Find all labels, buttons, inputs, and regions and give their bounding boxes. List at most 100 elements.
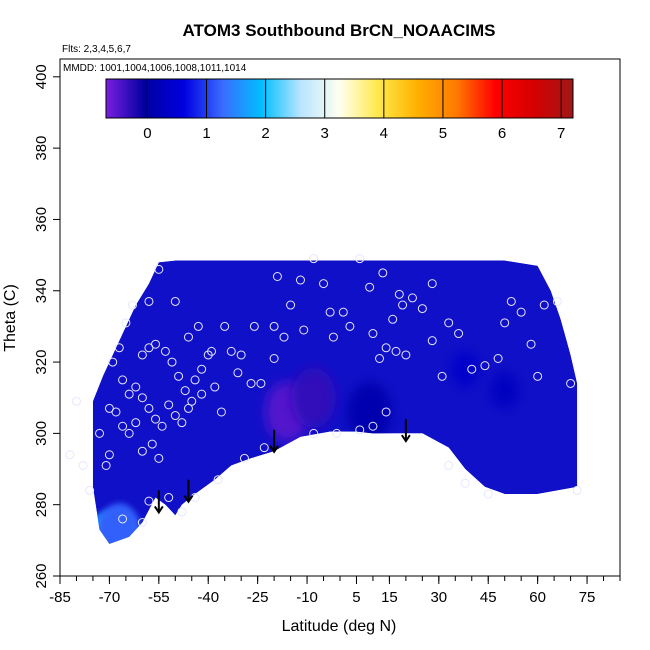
colorbar-tick-label: 0 <box>143 125 151 142</box>
observation-point <box>325 307 335 317</box>
field-feature <box>97 503 142 544</box>
observation-point <box>121 318 131 328</box>
x-tick-label: 75 <box>579 589 596 606</box>
x-axis-label: Latitude (deg N) <box>282 618 397 635</box>
observation-point <box>137 518 147 528</box>
observation-point <box>104 450 114 460</box>
observation-point <box>454 329 464 339</box>
observation-point <box>394 289 404 299</box>
observation-point <box>437 371 447 381</box>
observation-point <box>137 350 147 360</box>
observation-point <box>210 382 220 392</box>
observation-point <box>177 507 187 517</box>
observation-point <box>193 321 203 331</box>
colorbar-ticks: 0 1 2 3 4 5 6 7 <box>143 79 565 142</box>
observation-point <box>398 300 408 310</box>
observation-point <box>500 318 510 328</box>
observation-point <box>355 425 365 435</box>
observation-point <box>539 300 549 310</box>
colorbar-tick-label: 6 <box>498 125 506 142</box>
observation-point <box>170 411 180 421</box>
y-tick-label: 260 <box>33 563 50 588</box>
x-tick-label: 5 <box>352 589 360 606</box>
observation-point <box>151 414 161 424</box>
observation-point <box>207 346 217 356</box>
observation-point <box>71 396 81 406</box>
data-field <box>92 260 578 544</box>
y-tick-label: 340 <box>33 278 50 303</box>
colorbar-tick-label: 2 <box>261 125 269 142</box>
down-arrow-icon <box>153 490 164 515</box>
observation-point <box>309 254 319 264</box>
down-arrow-icon <box>269 429 279 454</box>
observation-point <box>226 346 236 356</box>
x-tick-label: -10 <box>296 589 318 606</box>
observation-point <box>183 332 193 342</box>
observation-point <box>131 418 141 428</box>
chart-title: ATOM3 Southbound BrCN_NOAACIMS <box>183 21 496 40</box>
observation-point <box>137 446 147 456</box>
observation-point <box>279 332 289 342</box>
x-tick-label: 15 <box>381 589 398 606</box>
observation-point <box>345 321 355 331</box>
observation-point <box>299 325 309 335</box>
y-axis: 260 280 300 320 340 360 380 400 <box>33 64 60 589</box>
observation-point <box>309 428 319 438</box>
observation-point <box>272 271 282 281</box>
observation-point <box>493 354 503 364</box>
observation-point <box>338 307 348 317</box>
observation-point <box>147 439 157 449</box>
observation-point <box>183 403 193 413</box>
observation-point <box>381 407 391 417</box>
x-tick-label: -55 <box>148 589 170 606</box>
y-tick-label: 360 <box>33 207 50 232</box>
observation-point <box>216 407 226 417</box>
observation-point <box>167 357 177 367</box>
observation-point <box>127 300 137 310</box>
down-arrow-icon <box>401 419 411 443</box>
observation-point <box>572 485 582 495</box>
observation-point <box>239 453 249 463</box>
x-tick-label: -85 <box>49 589 71 606</box>
observation-point <box>480 361 490 371</box>
observation-point <box>95 428 105 438</box>
y-axis-label: Theta (C) <box>2 284 19 352</box>
observation-point <box>154 453 164 463</box>
observation-point <box>131 382 141 392</box>
observation-point <box>118 375 128 385</box>
observation-point <box>246 378 256 388</box>
observation-point <box>427 279 437 289</box>
observation-point <box>417 304 427 314</box>
observation-point <box>114 343 124 353</box>
observation-point <box>137 393 147 403</box>
observation-markers <box>65 254 582 528</box>
observation-point <box>108 357 118 367</box>
colorbar-tick-label: 4 <box>380 125 388 142</box>
observation-point <box>180 386 190 396</box>
observation-point <box>444 460 454 470</box>
observation-point <box>151 339 161 349</box>
observation-point <box>118 421 128 431</box>
observation-point <box>552 296 562 306</box>
observation-point <box>249 321 259 331</box>
field-feature <box>451 351 480 388</box>
observation-point <box>391 346 401 356</box>
observation-point <box>516 307 526 317</box>
colorbar: 0 1 2 3 4 5 6 7 <box>105 78 574 142</box>
observation-point <box>483 489 493 499</box>
colorbar-tick-label: 3 <box>321 125 329 142</box>
observation-point <box>256 378 266 388</box>
field-feature <box>490 372 519 409</box>
colorbar-tick-label: 5 <box>439 125 447 142</box>
arrow-markers <box>153 419 411 515</box>
observation-point <box>368 329 378 339</box>
observation-point <box>144 403 154 413</box>
observation-point <box>118 514 128 524</box>
observation-point <box>259 443 269 453</box>
observation-point <box>328 332 338 342</box>
observation-point <box>157 421 167 431</box>
colorbar-tick-label: 7 <box>557 125 565 142</box>
observation-point <box>174 371 184 381</box>
observation-point <box>111 407 121 417</box>
